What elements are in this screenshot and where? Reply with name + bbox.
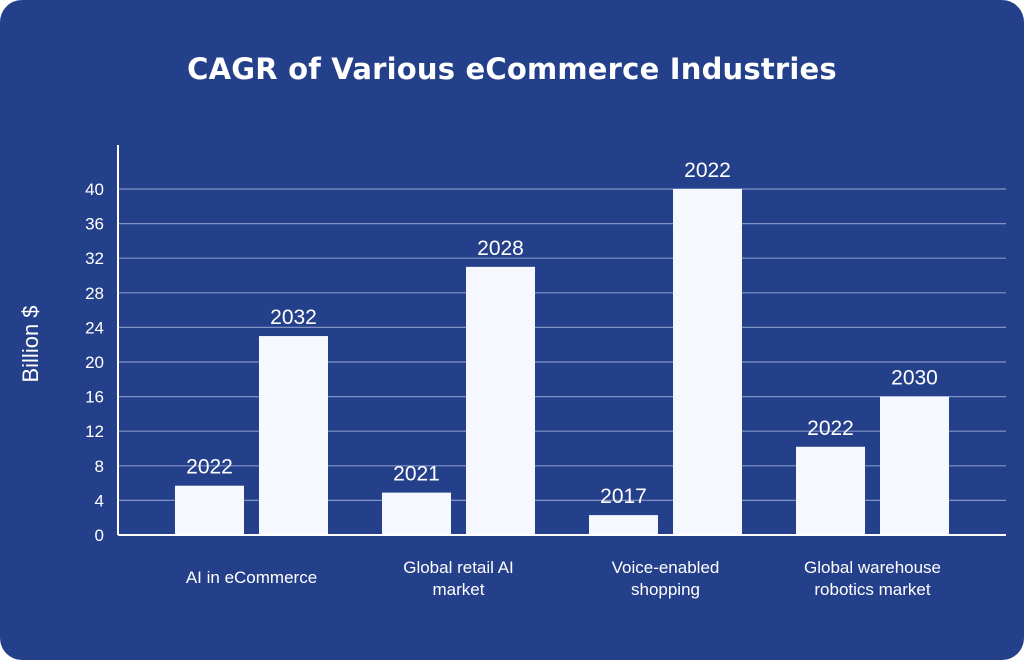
category-label: market [433,580,485,599]
bar-year-label: 2022 [186,456,233,479]
bar [259,336,328,535]
y-tick-label: 12 [85,422,104,441]
y-tick-label: 36 [85,215,104,234]
bar [589,515,658,535]
bar [175,485,244,535]
bar-year-label: 2030 [891,367,938,390]
y-tick-label: 32 [85,249,104,268]
bar-layer [175,189,949,535]
y-tick-label: 28 [85,284,104,303]
y-tick-label: 8 [95,457,104,476]
y-axis-label: Billion $ [18,305,43,382]
category-label: Global retail AI [403,558,514,577]
category-label: AI in eCommerce [186,568,317,587]
bar-year-label: 2022 [684,159,731,182]
y-tick-label: 0 [95,526,104,545]
bar-year-label: 2032 [270,306,317,329]
category-label: robotics market [814,580,930,599]
bar [673,189,742,535]
bar [796,446,865,535]
chart-title: CAGR of Various eCommerce Industries [187,52,837,86]
bar [880,396,949,535]
y-tick-label: 24 [85,318,104,337]
y-tick-label: 20 [85,353,104,372]
bar [382,492,451,535]
category-label: Global warehouse [804,558,941,577]
bar-year-label: 2028 [477,237,524,260]
y-tick-label: 16 [85,388,104,407]
category-label: Voice-enabled [612,558,720,577]
y-tick-label: 4 [95,491,104,510]
grid-layer [118,188,1006,501]
label-layer: 2022 2032 AI in eCommerce 2021 2028 Global re… [186,159,941,599]
axis-layer: 0 4 8 12 16 20 24 28 32 36 40 [85,145,1006,545]
bar-year-label: 2017 [600,485,647,508]
bar-year-label: 2022 [807,417,854,440]
bar-year-label: 2021 [393,463,440,486]
category-label: shopping [631,580,700,599]
y-tick-label: 40 [85,180,104,199]
bar [466,266,535,535]
